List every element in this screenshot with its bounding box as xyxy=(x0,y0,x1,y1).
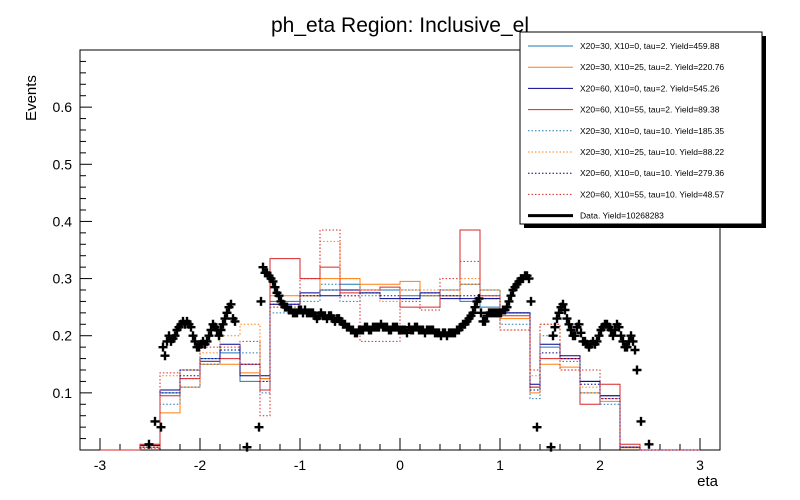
data-point xyxy=(526,296,536,306)
data-point xyxy=(242,442,252,452)
legend-label: X20=60, X10=0, tau=2. Yield=545.26 xyxy=(580,83,720,93)
data-point xyxy=(202,336,212,346)
data-point xyxy=(144,439,154,449)
data-point xyxy=(546,442,556,452)
data-point xyxy=(552,314,562,324)
x-tick-label: 2 xyxy=(596,457,604,473)
data-point xyxy=(186,322,196,332)
data-point xyxy=(570,331,580,341)
x-axis: -3 -2 -1 0 1 2 3 xyxy=(79,438,721,473)
data-point xyxy=(268,276,278,286)
data-point xyxy=(574,319,584,329)
legend-label: X20=30, X10=25, tau=2. Yield=220.76 xyxy=(580,62,724,72)
y-axis: 0.1 0.2 0.3 0.4 0.5 0.6 xyxy=(53,60,92,440)
data-point xyxy=(636,416,646,426)
y-tick-label: 0.2 xyxy=(53,328,73,344)
y-tick-label: 0.6 xyxy=(53,99,73,115)
x-tick-label: -3 xyxy=(94,457,107,473)
data-point xyxy=(554,308,564,318)
x-tick-label: -1 xyxy=(294,457,307,473)
data-point xyxy=(476,308,486,318)
data-point xyxy=(616,331,626,341)
x-tick-label: 1 xyxy=(496,457,504,473)
data-point xyxy=(214,331,224,341)
data-point xyxy=(470,302,480,312)
data-point xyxy=(594,331,604,341)
data-point xyxy=(156,422,166,432)
data-point xyxy=(628,336,638,346)
data-point xyxy=(220,314,230,324)
data-point xyxy=(504,296,514,306)
series-layer xyxy=(100,229,700,451)
data-point xyxy=(190,336,200,346)
data-point xyxy=(188,331,198,341)
legend-label: Data. Yield=10268283 xyxy=(580,211,664,221)
data-point xyxy=(548,331,558,341)
data-point xyxy=(524,274,534,284)
y-tick-label: 0.3 xyxy=(53,271,73,287)
data-point xyxy=(502,302,512,312)
data-point xyxy=(150,416,160,426)
legend-label: X20=30, X10=25, tau=10. Yield=88.22 xyxy=(580,147,724,157)
data-point xyxy=(258,262,268,272)
y-axis-label: Events xyxy=(23,75,40,121)
series-3-histogram xyxy=(100,289,700,451)
data-point xyxy=(560,305,570,315)
legend: X20=30, X10=0, tau=2. Yield=459.88 X20=30… xyxy=(519,31,766,228)
series-8-histogram xyxy=(100,229,700,451)
data-point xyxy=(564,319,574,329)
x-tick-label: 0 xyxy=(396,457,404,473)
y-tick-label: 0.5 xyxy=(53,156,73,172)
data-point xyxy=(216,325,226,335)
data-point xyxy=(558,299,568,309)
data-point xyxy=(644,439,654,449)
data-point xyxy=(254,422,264,432)
data-point xyxy=(158,342,168,352)
data-point xyxy=(218,319,228,329)
data-point xyxy=(632,365,642,375)
data-point xyxy=(170,331,180,341)
x-tick-label: -2 xyxy=(194,457,207,473)
data-point xyxy=(230,316,240,326)
data-point xyxy=(630,345,640,355)
data-point xyxy=(256,296,266,306)
data-point xyxy=(532,422,542,432)
data-point xyxy=(622,342,632,352)
legend-label: X20=60, X10=0, tau=10. Yield=279.36 xyxy=(580,168,724,178)
data-point xyxy=(626,331,636,341)
series-5-histogram xyxy=(100,283,700,451)
data-point xyxy=(468,308,478,318)
legend-label: X20=30, X10=0, tau=10. Yield=185.35 xyxy=(580,126,724,136)
y-tick-label: 0.1 xyxy=(53,385,73,401)
data-point xyxy=(474,294,484,304)
y-tick-label: 0.4 xyxy=(53,213,73,229)
data-point xyxy=(576,328,586,338)
data-point xyxy=(562,314,572,324)
data-point xyxy=(566,325,576,335)
data-point xyxy=(506,291,516,301)
data-point xyxy=(480,316,490,326)
data-point xyxy=(222,308,232,318)
x-tick-label: 3 xyxy=(696,457,704,473)
legend-label: X20=30, X10=0, tau=2. Yield=459.88 xyxy=(580,41,720,51)
data-point xyxy=(226,299,236,309)
legend-label: X20=60, X10=55, tau=10. Yield=48.57 xyxy=(580,189,724,199)
x-axis-label: eta xyxy=(697,473,719,490)
data-point xyxy=(608,331,618,341)
series-6-histogram xyxy=(100,240,700,451)
data-point xyxy=(270,282,280,292)
data-point xyxy=(204,331,214,341)
legend-box xyxy=(519,31,763,225)
legend-label: X20=60, X10=55, tau=2. Yield=89.38 xyxy=(580,105,720,115)
data-points-layer xyxy=(144,262,654,452)
data-point xyxy=(592,336,602,346)
chart-title: ph_eta Region: Inclusive_el xyxy=(271,14,529,37)
series-4-histogram xyxy=(100,229,700,451)
data-point xyxy=(614,322,624,332)
data-point xyxy=(550,322,560,332)
data-point xyxy=(160,351,170,361)
data-point xyxy=(274,291,284,301)
